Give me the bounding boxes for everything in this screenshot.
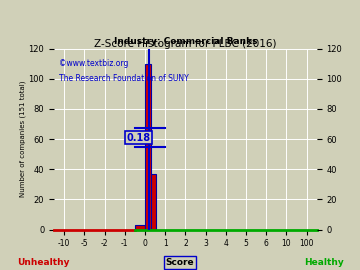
Text: Healthy: Healthy <box>304 258 344 267</box>
Text: Industry: Commercial Banks: Industry: Commercial Banks <box>114 37 257 46</box>
Text: Score: Score <box>166 258 194 267</box>
Text: Unhealthy: Unhealthy <box>17 258 69 267</box>
Y-axis label: Number of companies (151 total): Number of companies (151 total) <box>19 81 26 197</box>
Bar <box>145 64 151 230</box>
Text: ©www.textbiz.org: ©www.textbiz.org <box>59 59 129 69</box>
Text: The Research Foundation of SUNY: The Research Foundation of SUNY <box>59 74 189 83</box>
Bar <box>135 225 145 230</box>
Text: 0.18: 0.18 <box>126 133 150 143</box>
Bar <box>151 174 156 230</box>
Title: Z-Score Histogram for PLBC (2016): Z-Score Histogram for PLBC (2016) <box>94 39 276 49</box>
